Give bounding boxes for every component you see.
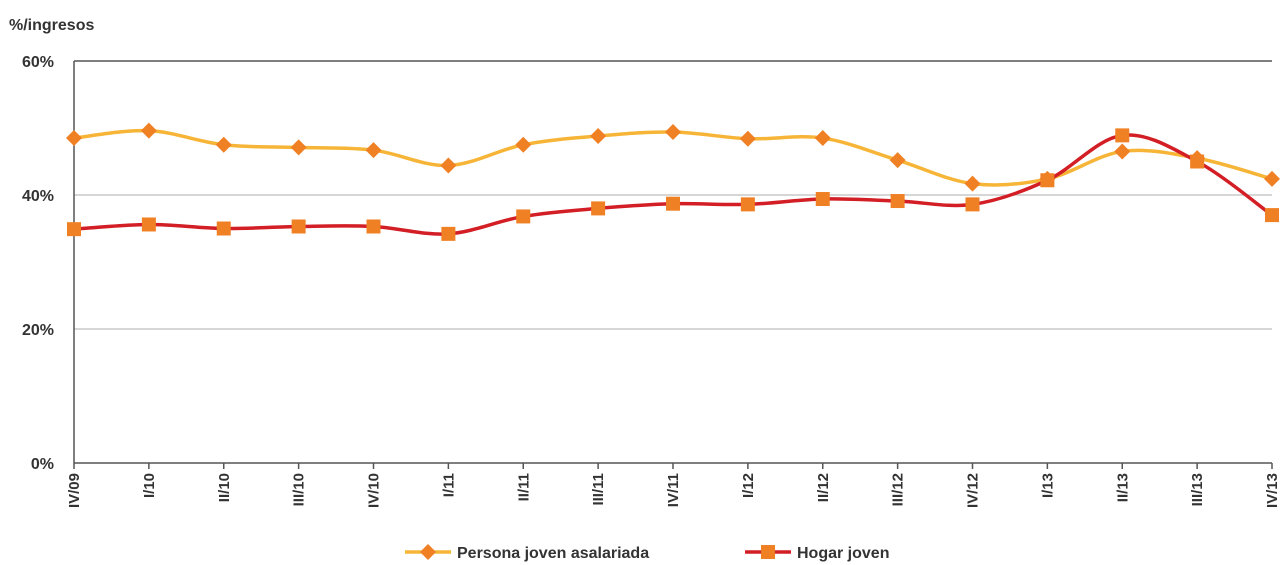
x-tick-label: I/10	[141, 473, 158, 498]
square-marker	[591, 201, 606, 216]
legend-label: Hogar joven	[797, 545, 889, 562]
square-marker	[1265, 208, 1279, 223]
series-lines	[66, 122, 1280, 241]
square-marker	[1190, 154, 1205, 169]
x-tick-label: II/13	[1114, 473, 1131, 502]
diamond-marker	[739, 130, 756, 147]
y-tick-labels: 0% 20% 40% 60%	[22, 54, 54, 473]
x-tick-label: IV/09	[66, 473, 83, 508]
x-tick-label: IV/13	[1264, 473, 1280, 508]
y-tick-label: 60%	[22, 54, 54, 71]
diamond-marker	[515, 136, 532, 153]
x-tick-label: II/12	[815, 473, 832, 502]
series-1	[67, 128, 1279, 241]
x-tick-label: III/12	[890, 473, 907, 506]
diamond-marker	[290, 139, 307, 156]
diamond-marker	[1264, 170, 1280, 187]
x-tick-label: IV/10	[366, 473, 383, 508]
diamond-marker	[814, 130, 831, 147]
square-marker	[441, 226, 456, 241]
series-0	[66, 122, 1280, 192]
y-tick-label: 20%	[22, 322, 54, 339]
legend-diamond-marker	[420, 544, 436, 560]
legend-item-0: Persona joven asalariada	[405, 544, 649, 562]
diamond-marker	[215, 136, 232, 153]
legend-item-1: Hogar joven	[745, 545, 889, 562]
legend: Persona joven asalariada Hogar joven	[405, 544, 889, 562]
x-tick-label: I/11	[440, 473, 457, 497]
x-tick-label: II/11	[515, 473, 532, 501]
series-line-1	[73, 133, 1274, 236]
square-marker	[740, 197, 755, 212]
square-marker	[1040, 173, 1055, 188]
y-tick-label: 0%	[31, 456, 54, 473]
legend-label: Persona joven asalariada	[457, 545, 649, 562]
diamond-marker	[66, 130, 82, 147]
x-tick-labels: IV/09 I/10 II/10 III/10 IV/10 I/11 II/11 III/11…	[66, 473, 1280, 508]
x-tick-label: II/10	[216, 473, 233, 502]
diamond-marker	[964, 175, 981, 192]
x-tick-label: IV/11	[665, 473, 682, 507]
square-marker	[141, 217, 156, 232]
x-tick-label: I/12	[740, 473, 757, 498]
square-marker	[516, 209, 531, 224]
x-tick-label: III/13	[1189, 473, 1206, 506]
axes	[73, 60, 1273, 469]
x-tick-label: IV/12	[965, 473, 982, 508]
square-marker	[366, 219, 381, 234]
square-marker	[291, 219, 306, 234]
square-marker	[1115, 128, 1130, 143]
diamond-marker	[365, 142, 382, 159]
diamond-marker	[440, 157, 457, 174]
diamond-marker	[140, 122, 157, 139]
square-marker	[890, 194, 905, 209]
y-axis-title: %/ingresos	[9, 17, 94, 34]
diamond-marker	[889, 152, 906, 169]
gridlines	[74, 194, 1272, 330]
diamond-marker	[665, 124, 681, 141]
diamond-marker	[1114, 143, 1131, 160]
square-marker	[67, 222, 81, 237]
diamond-marker	[590, 128, 607, 145]
square-marker	[815, 192, 830, 207]
square-marker	[666, 196, 680, 211]
legend-square-marker	[761, 545, 775, 559]
square-marker	[965, 197, 980, 212]
square-marker	[216, 221, 231, 236]
x-tick-label: III/10	[291, 473, 308, 506]
x-tick-label: III/11	[590, 473, 607, 506]
x-tick-label: I/13	[1039, 473, 1056, 498]
y-tick-label: 40%	[22, 188, 54, 205]
